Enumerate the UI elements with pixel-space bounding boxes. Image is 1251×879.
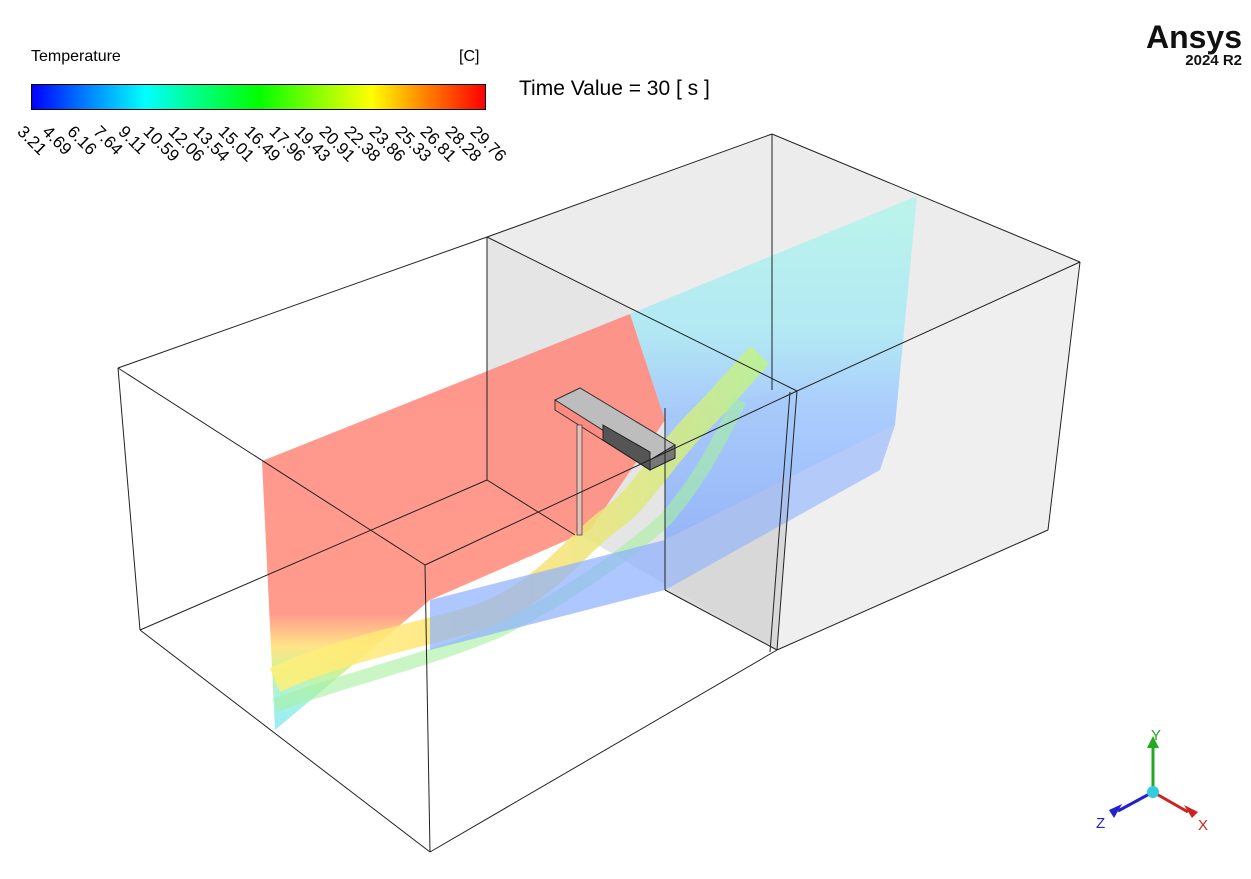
legend-unit: [C] <box>459 48 480 65</box>
brand-name: Ansys <box>1145 19 1242 55</box>
ansys-logo: Ansys 2024 R2 <box>1146 21 1242 69</box>
axis-triad: Y Z X <box>1096 727 1208 834</box>
x-axis-label: X <box>1198 817 1208 834</box>
temperature-plane <box>262 196 917 730</box>
heater-unit <box>553 387 676 536</box>
domain-wireframe <box>117 133 1081 853</box>
temperature-colorbar <box>31 84 486 110</box>
time-value-label: Time Value = 30 [ s ] <box>519 77 710 100</box>
brand-version: 2024 R2 <box>1185 52 1242 69</box>
legend-title: Temperature <box>31 48 121 65</box>
y-axis-label: Y <box>1151 727 1161 744</box>
z-axis-label: Z <box>1096 815 1105 832</box>
